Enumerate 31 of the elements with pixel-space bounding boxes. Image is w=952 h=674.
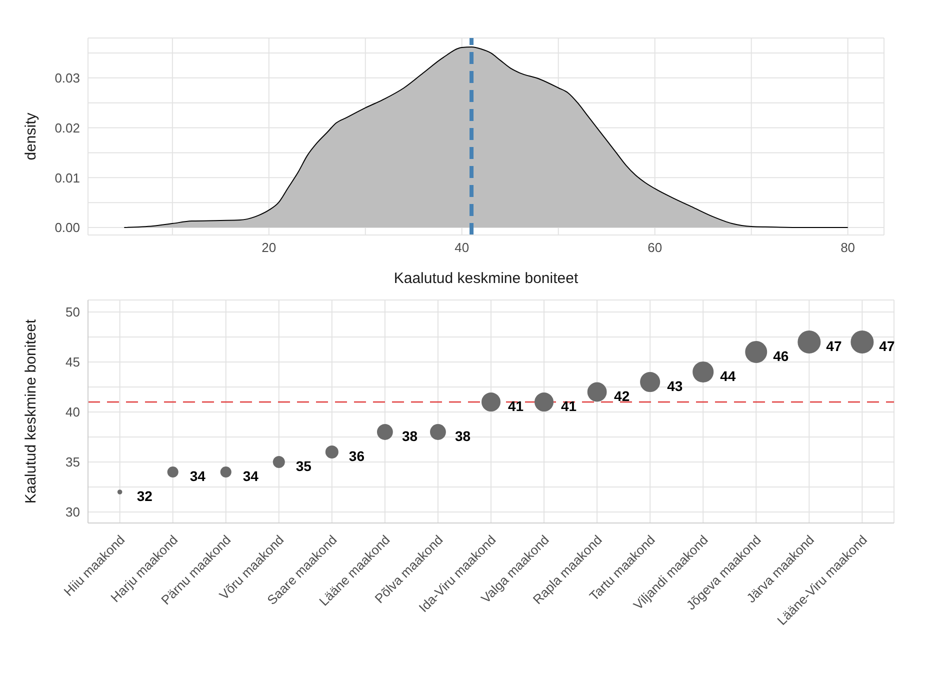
data-label: 42 — [614, 388, 630, 404]
data-label: 38 — [454, 428, 471, 444]
x-axis-title: Kaalutud keskmine boniteet — [394, 270, 579, 287]
y-tick-label: 35 — [66, 454, 80, 470]
data-label: 35 — [296, 458, 312, 474]
data-label: 44 — [720, 368, 736, 384]
y-tick-label: 45 — [66, 354, 80, 370]
data-label: 36 — [348, 448, 365, 464]
x-tick-label: 80 — [840, 240, 856, 256]
data-label: 43 — [667, 378, 683, 394]
y-tick-label: 0.00 — [54, 220, 80, 236]
data-label: 38 — [402, 428, 418, 444]
data-label: 41 — [508, 398, 524, 414]
data-label: 47 — [826, 338, 842, 354]
y-tick-label: 40 — [66, 404, 80, 420]
data-label: 46 — [773, 348, 789, 364]
data-label: 47 — [879, 338, 895, 354]
x-tick-label: 20 — [262, 240, 276, 256]
y-tick-label: 0.02 — [54, 120, 80, 136]
y-tick-label: 0.03 — [54, 70, 80, 86]
y-tick-label: 50 — [66, 304, 80, 320]
y-tick-label: 0.01 — [54, 170, 80, 186]
y-tick-label: 30 — [66, 504, 80, 520]
y-axis-title: density — [22, 112, 40, 160]
data-label: 41 — [561, 398, 577, 414]
data-label: 32 — [136, 488, 153, 504]
x-tick-label: 40 — [454, 240, 470, 256]
x-tick-label: 60 — [648, 240, 662, 256]
data-label: 34 — [242, 468, 259, 484]
y-axis-title: Kaalutud keskmine boniteet — [22, 318, 40, 504]
data-label: 34 — [190, 468, 206, 484]
